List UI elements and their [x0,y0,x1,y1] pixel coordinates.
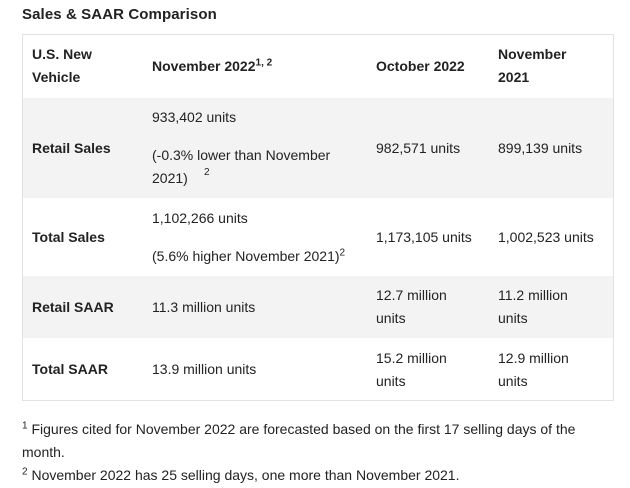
header-november-2021-label: November 2021 [498,46,567,85]
cell-note: (-0.3% lower than November 2021) [152,147,331,186]
cell-value: 12.7 million units [376,287,447,326]
table-row: Total SAAR 13.9 million units 15.2 milli… [22,338,614,401]
row-label: Retail SAAR [22,276,152,338]
cell-october-2022: 1,173,105 units [376,228,472,245]
cell-spacer [152,230,376,245]
table-row: Total Sales 1,102,266 units (5.6% higher… [22,198,614,276]
footnotes: 1 Figures cited for November 2022 are fo… [22,418,607,487]
table-row: Retail Sales 933,402 units (-0.3% lower … [22,98,614,198]
cell-value: 12.9 million units [498,349,569,389]
cell-note-footnote-ref: 2 [204,167,210,179]
header-november-2022-footnote-ref: 1, 2 [255,56,273,68]
cell-note: (5.6% higher November 2021) [152,247,340,264]
cell-november-2021: 11.2 million units [498,276,614,338]
header-november-2022: November 20221, 2 [152,34,376,98]
row-label: Total SAAR [32,361,108,377]
header-october-2022-label: October 2022 [376,57,465,74]
row-label: Total Sales [32,228,105,245]
cell-value: 933,402 units [152,109,237,125]
footnote-text: Figures cited for November 2022 are fore… [22,421,576,460]
cell-november-2022: 1,102,266 units (5.6% higher November 20… [152,198,376,276]
cell-november-2022: 11.3 million units [152,276,376,338]
header-november-2021: November 2021 [498,34,614,98]
header-us-new-vehicle-label: U.S. New Vehicle [32,46,92,85]
cell-spacer [152,129,376,144]
footnote-2: 2 November 2022 has 25 selling days, one… [22,464,607,487]
header-us-new-vehicle: U.S. New Vehicle [22,34,152,98]
cell-november-2022: 13.9 million units [152,361,257,377]
cell-october-2022: 982,571 units [376,98,498,198]
section-title: Sales & SAAR Comparison [22,6,217,23]
cell-october-2022: 12.7 million units [376,276,498,338]
cell-november-2021: 899,139 units [498,98,614,198]
footnote-marker: 2 [22,466,28,478]
footnote-text: November 2022 has 25 selling days, one m… [31,467,460,483]
header-october-2022: October 2022 [376,34,498,98]
header-row: U.S. New Vehicle November 20221, 2 Octob… [22,34,614,98]
table-header: U.S. New Vehicle November 20221, 2 Octob… [22,34,614,98]
cell-november-2022: 933,402 units (-0.3% lower than November… [152,98,376,198]
footnote-1: 1 Figures cited for November 2022 are fo… [22,418,607,464]
header-november-2022-label: November 2022 [152,57,256,74]
cell-note-footnote-ref: 2 [339,246,346,258]
cell-october-2022: 15.2 million units [376,338,498,401]
sales-saar-table: U.S. New Vehicle November 20221, 2 Octob… [22,34,614,401]
cell-value: 15.2 million units [376,349,447,389]
cell-november-2021: 12.9 million units [498,338,614,401]
table-row: Retail SAAR 11.3 million units 12.7 mill… [22,276,614,338]
table-body: Retail Sales 933,402 units (-0.3% lower … [22,98,614,401]
cell-value: 11.2 million units [498,287,568,326]
cell-november-2021: 1,002,523 units [498,228,594,245]
cell-value: 1,102,266 units [152,209,248,226]
row-label: Retail Sales [22,98,152,198]
footnote-marker: 1 [22,420,28,432]
